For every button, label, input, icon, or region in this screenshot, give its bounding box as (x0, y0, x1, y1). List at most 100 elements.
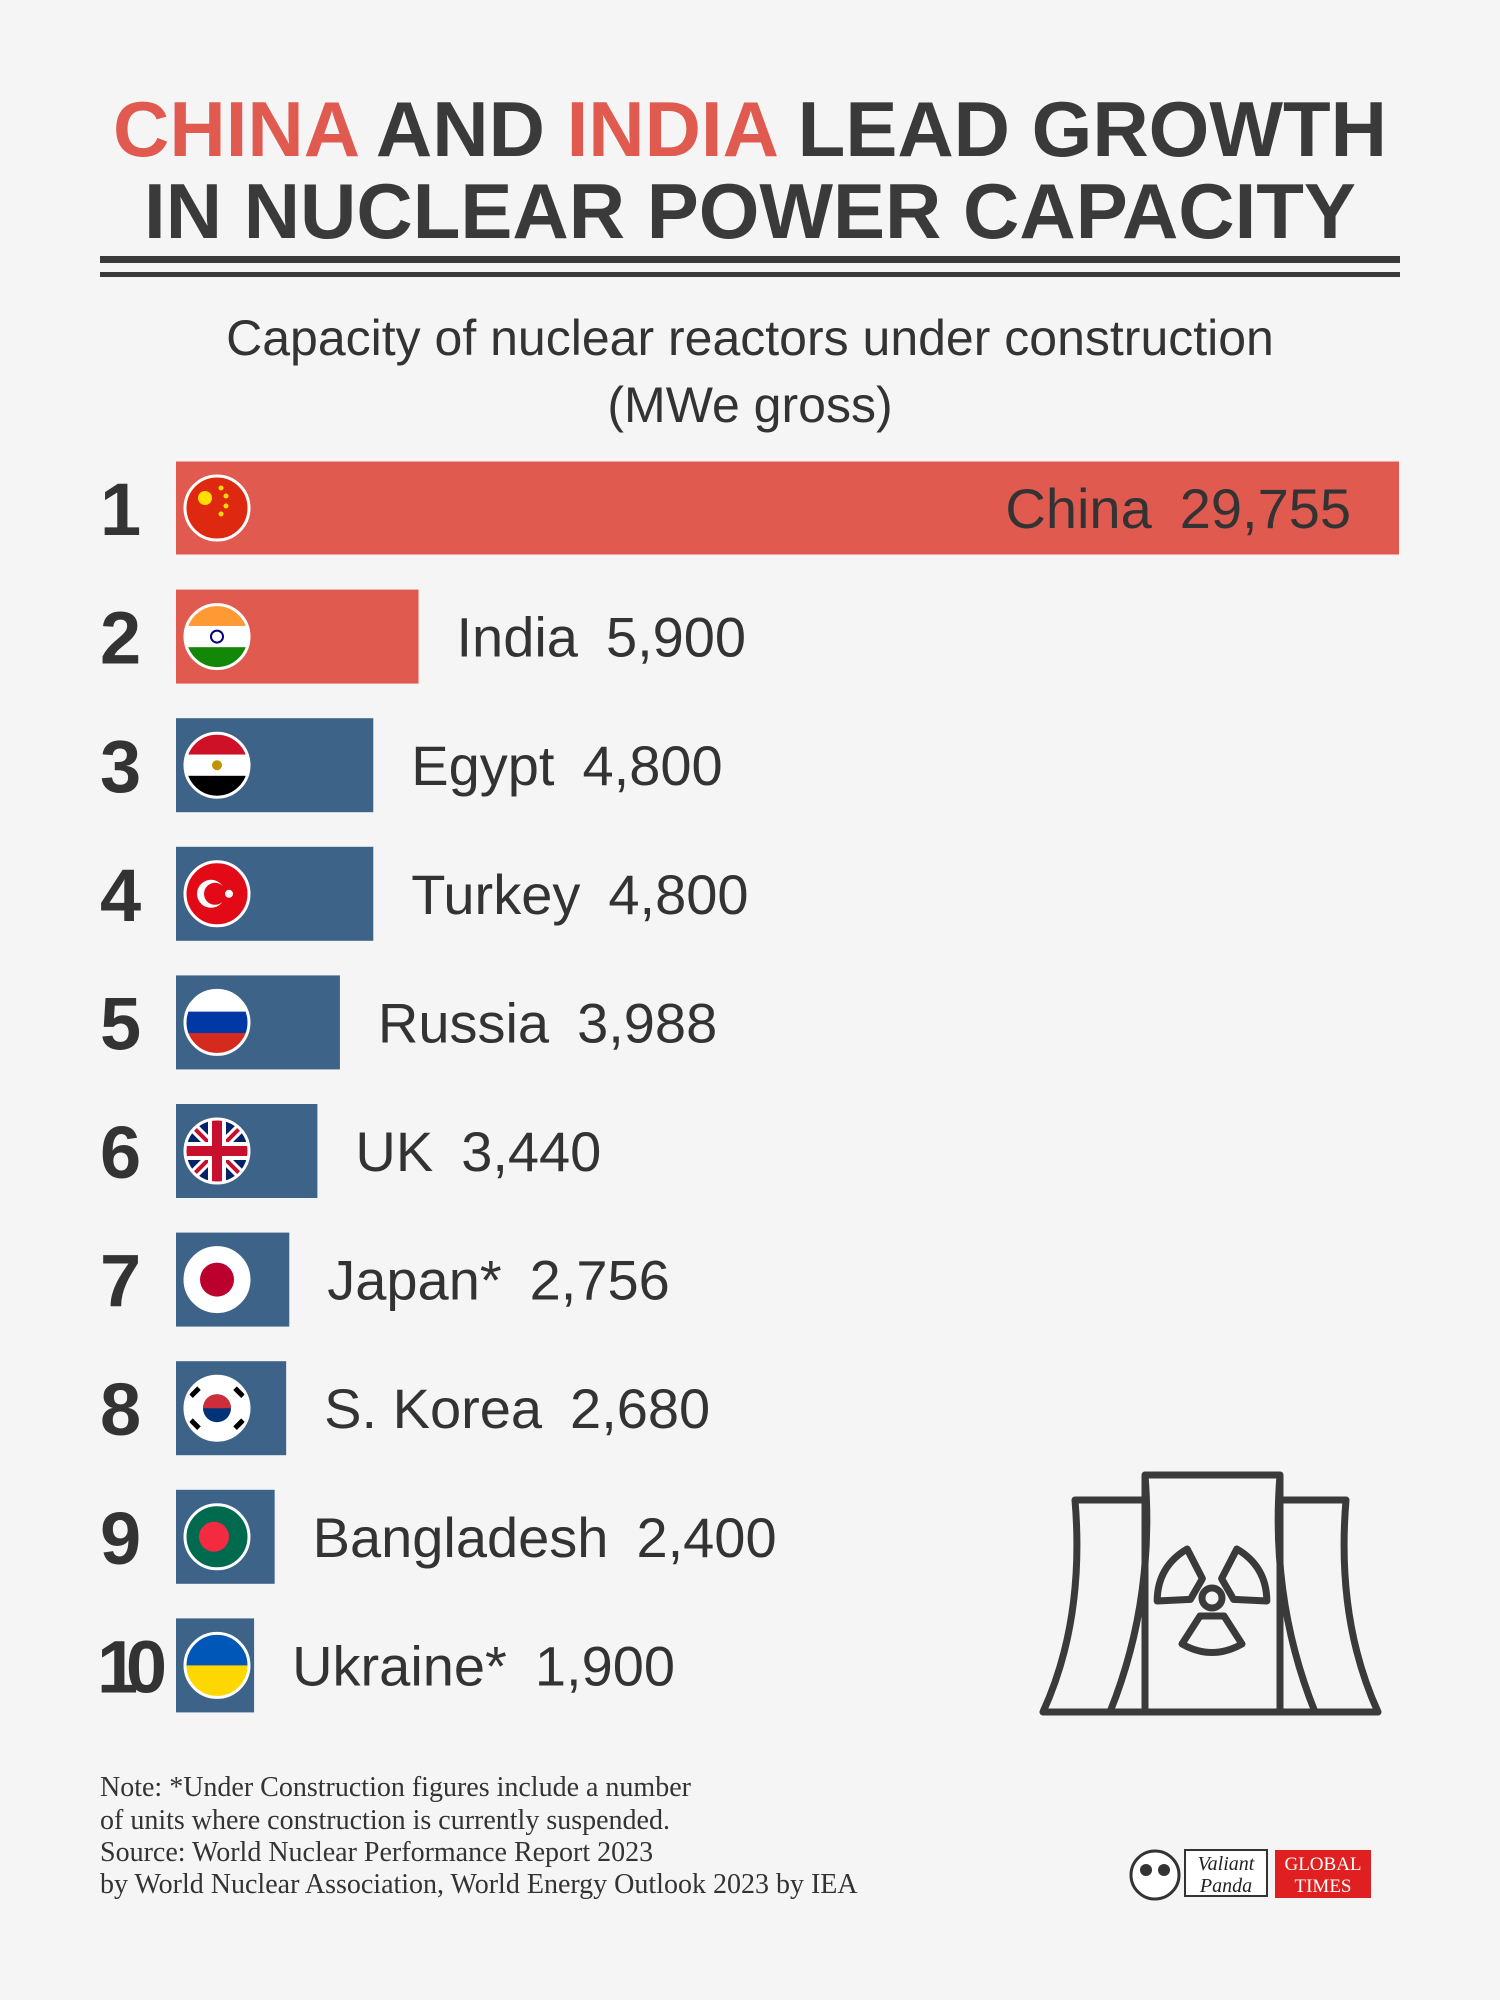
bar-label: UK 3,440 (355, 1120, 601, 1183)
reactor-icon (1039, 1471, 1382, 1716)
value-label: 2,756 (530, 1249, 670, 1312)
title-segment: AND (357, 85, 566, 173)
flag-border (183, 860, 251, 928)
bar-label: India 5,900 (457, 606, 747, 669)
flag-border (183, 1374, 251, 1442)
flag-part (185, 1011, 249, 1034)
flag-part (203, 1394, 231, 1409)
bar-label: Russia 3,988 (378, 991, 717, 1054)
rank-label: 5 (100, 982, 141, 1065)
bars: 1 China 29,755 2 India 5,900 3 Egypt 4,800 4 Turke… (97, 461, 1399, 1713)
flag-icon (185, 1119, 249, 1183)
title-line2: IN NUCLEAR POWER CAPACITY (144, 167, 1356, 255)
bar-label: Turkey 4,800 (411, 863, 748, 926)
rank-label: 2 (100, 597, 141, 680)
subtitle: (MWe gross) (607, 377, 892, 433)
rule (100, 272, 1400, 277)
value-label: 2,400 (636, 1506, 776, 1569)
note: by World Nuclear Association, World Ener… (100, 1869, 858, 1900)
category-label: Ukraine* (292, 1634, 507, 1697)
flag-part (212, 631, 222, 642)
panda-icon (1129, 1849, 1181, 1901)
panda-eye (1140, 1864, 1152, 1876)
flag-icon (185, 1247, 249, 1312)
flag-icon (185, 861, 249, 926)
category-label: Russia (378, 991, 550, 1054)
rank-label: 3 (100, 725, 141, 808)
category-label: Turkey (411, 863, 580, 926)
flag-part (218, 511, 224, 517)
flag-border (183, 1503, 251, 1571)
rank-label: 7 (100, 1240, 141, 1323)
bar-label: Ukraine* 1,900 (292, 1634, 675, 1697)
rank-label: 10 (97, 1625, 167, 1708)
logo-text: Panda (1199, 1875, 1252, 1897)
category-label: S. Korea (324, 1377, 543, 1440)
rank-label: 9 (100, 1497, 141, 1580)
value-label: 5,900 (606, 606, 746, 669)
flag-part (225, 889, 233, 898)
title-segment: LEAD GROWTH (776, 85, 1387, 173)
rank-label: 8 (100, 1368, 141, 1451)
logo-text: GLOBAL (1284, 1854, 1361, 1875)
rank-label: 4 (100, 854, 141, 937)
flag-border (183, 603, 251, 671)
logo-text: TIMES (1295, 1876, 1352, 1897)
category-label: China (1005, 477, 1152, 540)
logo-box (1275, 1850, 1371, 1898)
rank-label: 6 (100, 1111, 141, 1194)
bar-label: Japan* 2,756 (327, 1249, 670, 1312)
flag-part (212, 1119, 222, 1183)
flag-icon (185, 1376, 249, 1441)
flag-icon (185, 1504, 249, 1569)
rank-label: 1 (100, 468, 141, 551)
flag-part (223, 503, 229, 509)
flag-part (223, 493, 229, 499)
title-segment: CHINA (113, 85, 359, 173)
panda-eye (1158, 1864, 1170, 1876)
title-line1: CHINA AND INDIA LEAD GROWTH (113, 85, 1387, 173)
bar (176, 461, 1399, 555)
note: Note: *Under Construction figures includ… (100, 1772, 692, 1803)
note: of units where construction is currently… (100, 1805, 670, 1836)
value-label: 4,800 (608, 863, 748, 926)
value-label: 3,440 (461, 1120, 601, 1183)
flag-part (212, 760, 222, 771)
bar-label: China 29,755 (1005, 477, 1351, 540)
flag-part (199, 1521, 229, 1552)
bar-label: Bangladesh 2,400 (313, 1506, 777, 1569)
category-label: UK (355, 1120, 433, 1183)
category-label: Japan* (327, 1249, 501, 1312)
bar-label: Egypt 4,800 (411, 734, 722, 797)
category-label: Bangladesh (313, 1506, 609, 1569)
logo-text: Valiant (1198, 1853, 1255, 1875)
flag-border (183, 1117, 251, 1185)
bar-label: S. Korea 2,680 (324, 1377, 710, 1440)
value-label: 4,800 (582, 734, 722, 797)
value-label: 29,755 (1180, 477, 1351, 540)
category-label: India (457, 606, 579, 669)
flag-part (204, 882, 226, 905)
flag-part (200, 1262, 234, 1297)
value-label: 1,900 (535, 1634, 675, 1697)
flag-border (183, 988, 251, 1056)
note: Source: World Nuclear Performance Report… (100, 1837, 653, 1868)
flag-part (218, 485, 224, 491)
flag-border (183, 1631, 251, 1699)
subtitle: Capacity of nuclear reactors under const… (226, 310, 1274, 366)
flag-part (189, 1386, 245, 1430)
flag-icon (185, 476, 249, 540)
flag-part (185, 476, 249, 540)
category-label: Egypt (411, 734, 555, 797)
value-label: 3,988 (577, 991, 717, 1054)
flag-border (183, 1246, 251, 1314)
value-label: 2,680 (570, 1377, 710, 1440)
flag-part (198, 491, 212, 505)
flag-border (183, 731, 251, 799)
flag-border (183, 474, 251, 542)
title-segment: INDIA (567, 85, 778, 173)
logo-box (1184, 1849, 1268, 1897)
rule (100, 256, 1400, 263)
logos: Valiant Panda GLOBAL TIMES (1129, 1849, 1371, 1901)
